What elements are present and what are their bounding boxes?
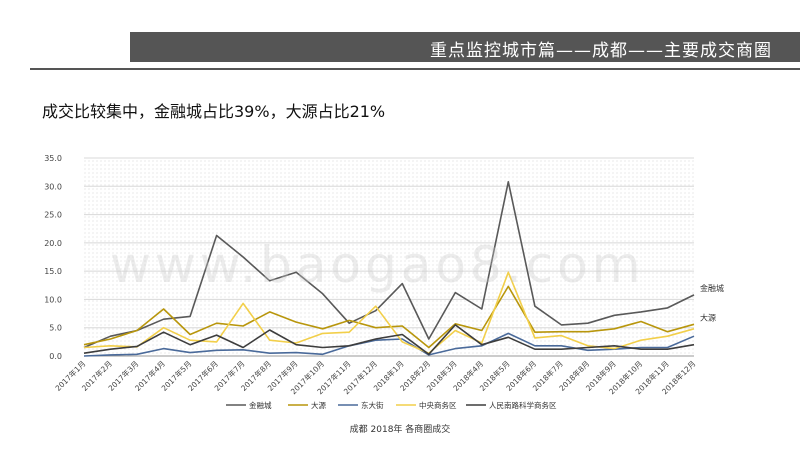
x-axis-ticks: 2017年1月2017年2月2017年3月2017年4月2017年5月2017年… — [53, 358, 698, 396]
y-tick-label: 35.0 — [44, 154, 62, 163]
y-tick-label: 20.0 — [44, 239, 62, 248]
legend-label: 东大街 — [361, 400, 384, 410]
y-tick-label: 25.0 — [44, 211, 62, 220]
y-tick-label: 10.0 — [44, 295, 62, 304]
y-tick-label: 0.0 — [49, 352, 62, 361]
header-divider — [30, 68, 800, 70]
series-line — [83, 181, 695, 349]
series-end-label: 大源 — [700, 312, 716, 322]
series-line — [83, 285, 695, 349]
y-tick-label: 30.0 — [44, 182, 62, 191]
series-line — [83, 324, 695, 356]
legend: 金融城 大源 东大街 中央商务区 人民南路科学商务区 — [226, 400, 557, 410]
series-end-label: 金融城 — [700, 283, 724, 293]
legend-label: 大源 — [311, 400, 326, 410]
legend-label: 金融城 — [249, 400, 272, 410]
chart-caption: 成都 2018年 各商圈成交 — [349, 425, 451, 435]
watermark-text: www.baogao8.com — [110, 236, 645, 294]
series-lines — [83, 181, 695, 357]
y-axis-ticks: 0.0 5.0 10.0 15.0 20.0 25.0 30.0 35.0 — [44, 154, 62, 361]
legend-label: 中央商务区 — [419, 400, 457, 410]
gridlines — [84, 157, 694, 357]
header-bar: 重点监控城市篇——成都——主要成交商圈 — [130, 32, 800, 62]
y-tick-label: 15.0 — [44, 267, 62, 276]
page-title: 重点监控城市篇——成都——主要成交商圈 — [430, 41, 772, 61]
legend-label: 人民南路科学商务区 — [489, 400, 557, 410]
y-tick-label: 5.0 — [49, 324, 62, 333]
slide-subtitle: 成交比较集中，金融城占比39%，大源占比21% — [42, 102, 386, 121]
series-line — [83, 332, 695, 357]
series-line — [83, 271, 695, 355]
